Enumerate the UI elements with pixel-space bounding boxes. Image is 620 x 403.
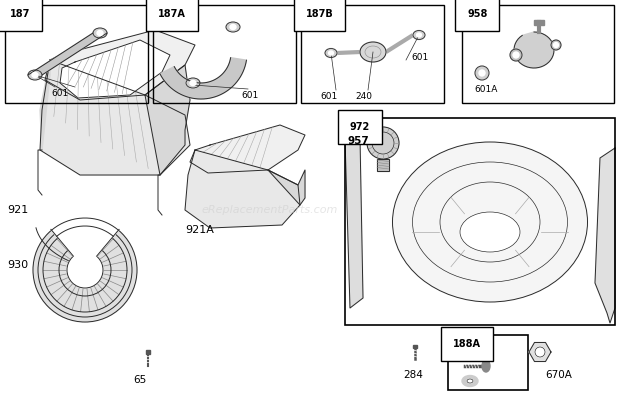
Circle shape (475, 66, 489, 80)
Bar (146, 350, 150, 354)
Polygon shape (28, 33, 107, 75)
Bar (377, 159, 389, 171)
Circle shape (33, 218, 137, 322)
Text: 187B: 187B (306, 9, 334, 19)
Ellipse shape (93, 28, 107, 38)
Ellipse shape (186, 78, 200, 88)
Ellipse shape (413, 31, 425, 39)
Ellipse shape (226, 22, 240, 32)
Bar (377, 159, 389, 171)
Polygon shape (40, 60, 50, 150)
Text: 601: 601 (411, 53, 428, 62)
Circle shape (367, 127, 399, 159)
Circle shape (513, 52, 519, 58)
Polygon shape (529, 343, 551, 361)
Text: 601: 601 (321, 92, 338, 101)
Polygon shape (160, 58, 246, 99)
Text: 930: 930 (7, 260, 28, 270)
Polygon shape (595, 148, 615, 323)
Ellipse shape (360, 42, 386, 62)
Ellipse shape (32, 73, 38, 77)
Text: 972: 972 (350, 122, 370, 132)
Ellipse shape (190, 81, 196, 85)
Text: eReplacementParts.com: eReplacementParts.com (202, 205, 338, 215)
Text: 921: 921 (7, 205, 29, 215)
Polygon shape (514, 32, 554, 68)
Ellipse shape (460, 212, 520, 252)
Text: 958: 958 (467, 9, 487, 19)
Ellipse shape (230, 25, 236, 29)
Bar (5, 5, 148, 103)
Text: 187: 187 (10, 9, 30, 19)
Ellipse shape (417, 33, 422, 37)
Bar (345, 118, 615, 325)
Text: 65: 65 (133, 375, 146, 385)
Ellipse shape (329, 51, 334, 55)
Text: 601: 601 (51, 89, 69, 98)
Ellipse shape (97, 31, 103, 35)
Text: 921A: 921A (185, 225, 214, 235)
Text: 240: 240 (355, 92, 373, 101)
Text: 601: 601 (241, 91, 259, 100)
Ellipse shape (392, 142, 588, 302)
Circle shape (479, 70, 485, 76)
Bar (448, 335, 528, 390)
Circle shape (551, 40, 561, 50)
Ellipse shape (325, 48, 337, 58)
Text: 670A: 670A (545, 370, 572, 380)
Bar (153, 5, 296, 103)
Circle shape (554, 42, 559, 48)
Text: 188A: 188A (453, 339, 481, 349)
Text: 284: 284 (403, 370, 423, 380)
Text: 957: 957 (348, 136, 370, 146)
Wedge shape (50, 216, 120, 270)
Polygon shape (145, 65, 190, 175)
Ellipse shape (28, 70, 42, 80)
Polygon shape (190, 125, 305, 173)
Polygon shape (268, 170, 305, 205)
Polygon shape (185, 150, 300, 228)
Text: 187A: 187A (158, 9, 186, 19)
Circle shape (535, 347, 545, 357)
Bar (534, 20, 544, 25)
Bar (462, 5, 614, 103)
Bar (301, 5, 444, 103)
Bar (413, 345, 417, 348)
Ellipse shape (467, 379, 473, 383)
Polygon shape (45, 30, 195, 100)
Polygon shape (60, 40, 170, 98)
Circle shape (510, 49, 522, 61)
Text: 601A: 601A (474, 85, 497, 94)
Ellipse shape (462, 376, 478, 386)
Polygon shape (40, 60, 190, 175)
Polygon shape (345, 138, 363, 308)
Circle shape (67, 252, 103, 288)
Ellipse shape (482, 360, 490, 372)
